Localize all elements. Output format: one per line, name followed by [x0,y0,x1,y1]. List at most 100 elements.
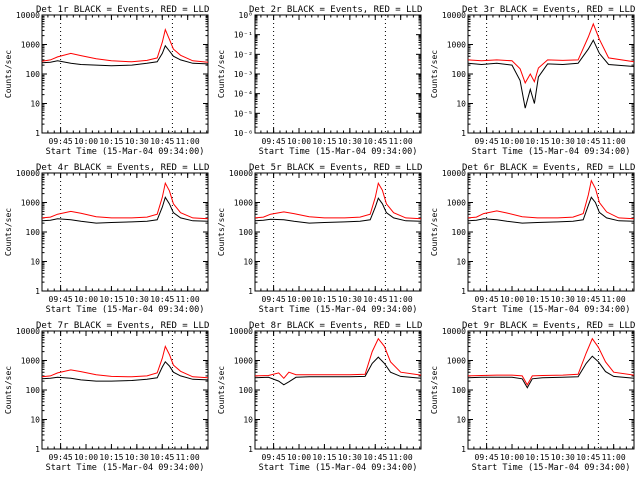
y-axis-label: Counts/sec [4,50,13,98]
x-tick-label: 10:00 [287,295,311,304]
x-tick-label: 10:15 [525,295,549,304]
x-tick-label: 10:15 [312,295,336,304]
y-tick-label: 10 [456,416,466,425]
y-tick-label: 10⁻¹ [234,31,253,40]
y-tick-label: 10 [243,258,253,267]
x-tick-label: 10:45 [576,295,600,304]
y-tick-label: 10 [456,100,466,109]
y-tick-label: 10000 [16,11,40,20]
x-tick-label: 10:15 [312,137,336,146]
y-tick-label: 10⁻² [234,50,253,59]
chart-title: Det 6r BLACK = Events, RED = LLD [462,163,635,173]
y-tick-label: 100 [452,70,467,79]
x-tick-label: 10:00 [287,137,311,146]
series-line-lld [254,337,422,380]
y-axis-label: Counts/sec [4,208,13,256]
x-tick-label: 10:30 [125,137,149,146]
x-tick-label: 10:30 [338,137,362,146]
chart-panel-5: Det 5r BLACK = Events, RED = LLD 1 10 100 10… [217,163,422,315]
plot-frame [254,14,422,134]
x-tick-label: 10:30 [551,453,575,462]
y-tick-label: 10000 [229,169,253,178]
x-tick-label: 10:45 [150,295,174,304]
x-tick-label: 10:45 [576,137,600,146]
plot-frame [467,172,635,292]
x-tick-label: 10:15 [99,295,123,304]
chart-title: Det 8r BLACK = Events, RED = LLD [249,321,422,331]
series-line-events [254,356,422,386]
y-tick-label: 10 [30,100,40,109]
plot-frame [467,14,635,134]
y-axis-label: Counts/sec [217,366,226,414]
x-tick-label: 10:30 [125,295,149,304]
chart-title: Det 9r BLACK = Events, RED = LLD [462,321,635,331]
y-tick-label: 10⁻⁴ [234,90,253,99]
x-tick-label: 10:30 [551,295,575,304]
y-tick-label: 1000 [447,41,466,50]
series-line-events [41,196,209,224]
x-tick-label: 10:00 [74,137,98,146]
series-line-events [254,197,422,224]
y-tick-label: 1000 [447,357,466,366]
y-axis-label: Counts/sec [430,366,439,414]
y-tick-label: 100 [26,70,41,79]
chart-title: Det 7r BLACK = Events, RED = LLD [36,321,209,331]
y-tick-label: 10000 [442,11,466,20]
series-line-lld [41,181,209,220]
y-axis-label: Counts/sec [217,208,226,256]
y-axis-label: Counts/sec [430,208,439,256]
y-tick-label: 10 [30,258,40,267]
x-tick-label: 10:45 [363,137,387,146]
y-tick-label: 1000 [447,199,466,208]
x-tick-label: 11:00 [602,453,626,462]
x-tick-label: 10:00 [500,137,524,146]
x-tick-label: 10:45 [576,453,600,462]
series-line-lld [41,344,209,379]
x-tick-label: 11:00 [602,295,626,304]
y-tick-label: 1 [35,129,40,138]
y-tick-label: 100 [239,386,254,395]
x-tick-label: 10:30 [551,137,575,146]
series-line-events [41,360,209,382]
x-tick-label: 09:45 [262,137,286,146]
chart-panel-3: Det 3r BLACK = Events, RED = LLD 1 10 100 10… [430,5,635,157]
y-tick-label: 10000 [16,169,40,178]
y-tick-label: 10⁻⁶ [234,129,253,138]
x-tick-label: 10:00 [500,453,524,462]
series-line-lld [467,22,635,85]
x-axis-label: Start Time (15-Mar-04 09:34:00) [46,463,205,473]
y-axis-label: Counts/sec [430,50,439,98]
x-tick-label: 10:15 [99,137,123,146]
chart-panel-2: Det 2r BLACK = Events, RED = LLD 10⁻⁶ 10⁻⁵… [217,5,422,157]
y-tick-label: 10 [243,416,253,425]
y-tick-label: 100 [239,228,254,237]
x-tick-label: 09:45 [475,295,499,304]
y-tick-label: 100 [26,386,41,395]
x-axis-label: Start Time (15-Mar-04 09:34:00) [46,147,205,157]
y-tick-label: 1 [35,445,40,454]
x-tick-label: 10:00 [500,295,524,304]
y-tick-label: 1000 [234,357,253,366]
y-tick-label: 1 [248,287,253,296]
x-tick-label: 10:15 [312,453,336,462]
x-tick-label: 10:15 [525,453,549,462]
x-tick-label: 11:00 [176,453,200,462]
chart-panel-9: Det 9r BLACK = Events, RED = LLD 1 10 100 10… [430,321,635,473]
series-line-lld [254,181,422,220]
y-tick-label: 1000 [21,199,40,208]
plot-frame [254,172,422,292]
x-tick-label: 09:45 [262,453,286,462]
x-tick-label: 09:45 [49,295,73,304]
series-line-events [41,44,209,67]
chart-title: Det 3r BLACK = Events, RED = LLD [462,5,635,15]
x-tick-label: 10:15 [525,137,549,146]
x-tick-label: 11:00 [389,295,413,304]
y-tick-label: 1000 [21,357,40,366]
plot-frame [467,330,635,450]
x-tick-label: 11:00 [389,453,413,462]
y-tick-label: 10 [30,416,40,425]
series-line-lld [467,337,635,386]
y-tick-label: 10⁰ [239,11,253,20]
x-tick-label: 09:45 [475,137,499,146]
